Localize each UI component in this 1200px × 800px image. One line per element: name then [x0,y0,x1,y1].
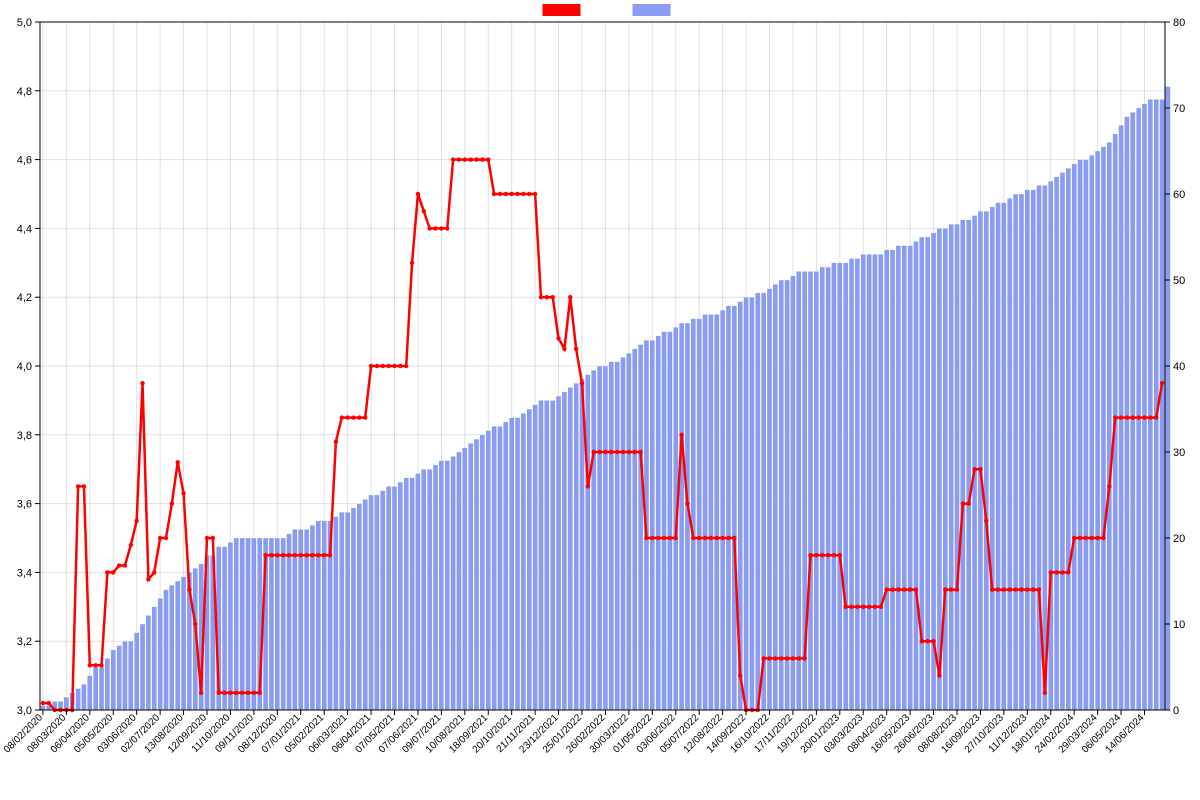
y-left-tick-label: 3,4 [17,567,32,579]
y-left-tick-label: 3,0 [17,705,32,717]
y-left-tick-label: 4,2 [17,292,32,304]
x-axis: 08/02/202008/03/202006/04/202005/05/2020… [2,710,1147,756]
y-left-tick-label: 4,4 [17,223,32,235]
y-right-tick-label: 80 [1173,17,1185,29]
y-right-tick-label: 30 [1173,447,1185,459]
y-right-tick-label: 70 [1173,103,1185,115]
y-left-tick-label: 4,6 [17,155,32,167]
y-left-tick-label: 4,0 [17,361,32,373]
y-left-tick-label: 3,6 [17,499,32,511]
legend-swatch [633,4,671,16]
y-right-tick-label: 40 [1173,361,1185,373]
y-right-tick-label: 60 [1173,189,1185,201]
y-left-tick-label: 3,8 [17,430,32,442]
y-right-tick-label: 0 [1173,705,1179,717]
y-left-tick-label: 5,0 [17,17,32,29]
legend-swatch [543,4,581,16]
y-left-tick-label: 3,2 [17,636,32,648]
y-right-tick-label: 50 [1173,275,1185,287]
legend [543,4,671,16]
y-left-tick-label: 4,8 [17,86,32,98]
y-axis-left: 3,0 3,2 3,4 3,6 3,8 4,0 4,2 4,4 4,6 4,8 5,0 [17,17,40,717]
y-right-tick-label: 20 [1173,533,1185,545]
dual-axis-chart: 3,0 3,2 3,4 3,6 3,8 4,0 4,2 4,4 4,6 4,8 5,0 0 10 20 30… [0,0,1200,800]
y-right-tick-label: 10 [1173,619,1185,631]
